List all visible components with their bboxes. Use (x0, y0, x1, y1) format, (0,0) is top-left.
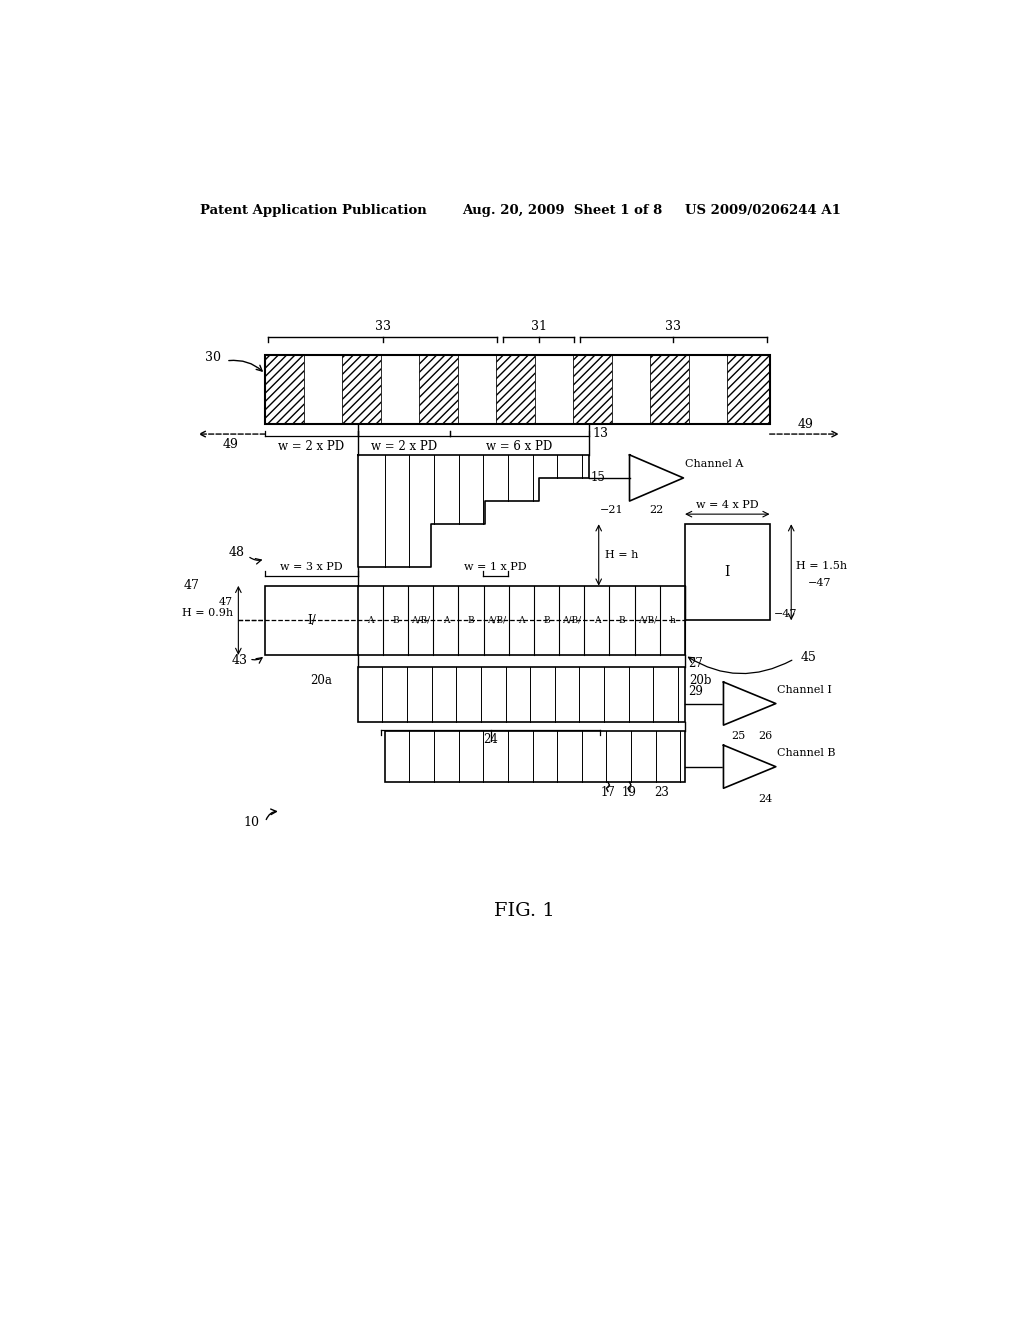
Bar (727, 355, 770, 424)
Text: 13: 13 (593, 426, 608, 440)
Text: w = 4 x PD: w = 4 x PD (696, 500, 759, 510)
Text: 49: 49 (797, 417, 813, 430)
Text: Channel B: Channel B (777, 748, 836, 758)
Polygon shape (630, 455, 683, 502)
Text: A/B/: A/B/ (411, 616, 430, 624)
Text: 23: 23 (654, 785, 670, 799)
Text: I/: I/ (307, 614, 315, 627)
Bar (685, 524, 770, 620)
Text: 49: 49 (223, 438, 239, 451)
Text: Channel A: Channel A (685, 459, 743, 469)
Text: A/B/: A/B/ (562, 616, 582, 624)
Text: B: B (468, 616, 474, 624)
Polygon shape (724, 682, 776, 725)
Text: 47: 47 (184, 579, 200, 593)
Text: 47: 47 (219, 597, 233, 607)
Text: 29: 29 (688, 685, 702, 698)
Text: FIG. 1: FIG. 1 (495, 903, 555, 920)
Text: 24: 24 (759, 795, 773, 804)
Text: 30: 30 (206, 351, 221, 363)
Text: A: A (367, 616, 374, 624)
Text: US 2009/0206244 A1: US 2009/0206244 A1 (685, 205, 841, 218)
Bar (611, 355, 650, 424)
Bar (535, 355, 573, 424)
Text: 19: 19 (623, 785, 637, 799)
Bar (458, 355, 497, 424)
Text: −21: −21 (600, 506, 624, 515)
Text: A: A (518, 616, 524, 624)
Text: −47: −47 (808, 578, 831, 587)
Text: H = h: H = h (605, 550, 638, 560)
Text: 17: 17 (600, 785, 615, 799)
Bar (419, 355, 458, 424)
Text: 31: 31 (530, 319, 547, 333)
Text: w = 6 x PD: w = 6 x PD (486, 440, 553, 453)
Bar (265, 586, 685, 655)
Text: h: h (670, 616, 675, 624)
Text: 48: 48 (228, 546, 245, 560)
Text: B: B (543, 616, 550, 624)
Text: w = 2 x PD: w = 2 x PD (371, 440, 437, 453)
Text: 24: 24 (483, 733, 498, 746)
Text: 45: 45 (801, 651, 816, 664)
Text: 33: 33 (666, 319, 681, 333)
Text: 26: 26 (759, 731, 773, 741)
Text: A/B/: A/B/ (638, 616, 656, 624)
Text: Channel I: Channel I (777, 685, 833, 694)
Text: A: A (442, 616, 450, 624)
Text: 25: 25 (732, 731, 746, 741)
Text: I: I (725, 565, 730, 579)
Bar (357, 667, 685, 722)
Text: A: A (594, 616, 600, 624)
Bar (381, 355, 419, 424)
Text: w = 3 x PD: w = 3 x PD (281, 561, 343, 572)
Text: A/B/: A/B/ (486, 616, 506, 624)
Bar (689, 355, 727, 424)
Text: 22: 22 (649, 506, 664, 515)
Text: 10: 10 (244, 816, 260, 829)
Bar (304, 355, 342, 424)
Text: 20a: 20a (310, 675, 333, 686)
Text: w = 2 x PD: w = 2 x PD (279, 440, 344, 453)
Text: −47: −47 (774, 610, 798, 619)
Text: B: B (618, 616, 626, 624)
Text: 15: 15 (591, 471, 606, 484)
Polygon shape (724, 744, 776, 788)
Bar (385, 731, 685, 781)
Text: Patent Application Publication: Patent Application Publication (200, 205, 427, 218)
Text: H = 0.9h: H = 0.9h (182, 607, 233, 618)
Text: H = 1.5h: H = 1.5h (797, 561, 848, 572)
Text: B: B (392, 616, 398, 624)
Bar (497, 355, 535, 424)
Bar (650, 355, 689, 424)
Bar (265, 355, 304, 424)
Text: Aug. 20, 2009  Sheet 1 of 8: Aug. 20, 2009 Sheet 1 of 8 (462, 205, 662, 218)
Bar (265, 355, 770, 424)
Text: 20b: 20b (689, 675, 712, 686)
Text: 27: 27 (688, 657, 702, 671)
Bar (342, 355, 381, 424)
Text: 33: 33 (375, 319, 391, 333)
Text: w = 1 x PD: w = 1 x PD (465, 561, 527, 572)
Text: 43: 43 (231, 653, 248, 667)
Bar (573, 355, 611, 424)
